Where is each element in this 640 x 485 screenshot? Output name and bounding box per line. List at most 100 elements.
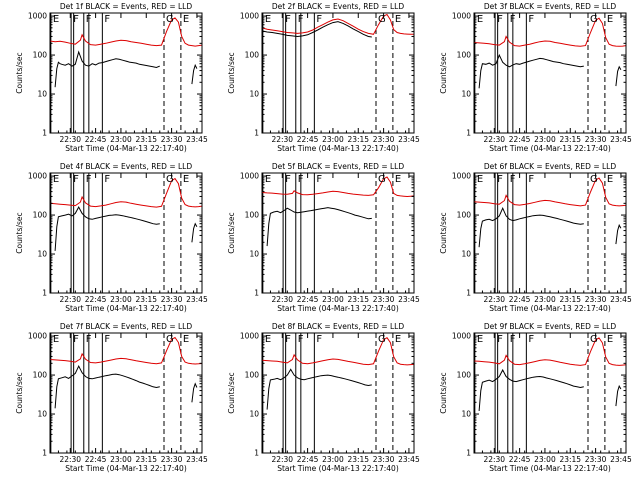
x-tick-label: 23:15 <box>347 455 369 464</box>
marker-label: E <box>265 174 271 185</box>
y-tick-label: 1000 <box>28 332 47 341</box>
y-tick-label: 100 <box>245 371 260 380</box>
y-tick-label: 10 <box>249 250 259 259</box>
x-tick-label: 22:45 <box>297 455 319 464</box>
y-axis-label: Counts/sec <box>439 212 448 253</box>
y-tick-label: 1000 <box>240 332 259 341</box>
plot-area <box>262 333 414 453</box>
events-series-line <box>54 364 160 409</box>
panel-title: Det 8f BLACK = Events, RED = LLD <box>272 322 405 331</box>
marker-label: E <box>607 334 613 345</box>
y-tick-label: 1000 <box>28 172 47 181</box>
x-tick-label: 23:30 <box>161 135 183 144</box>
marker-label: E <box>183 14 189 25</box>
marker-label: F <box>73 334 79 345</box>
lld-series-line <box>50 177 202 208</box>
marker-label: F <box>316 334 322 345</box>
panel-title: Det 2f BLACK = Events, RED = LLD <box>272 2 405 11</box>
marker-label: G <box>378 14 386 25</box>
x-tick-label: 23:15 <box>559 455 581 464</box>
x-axis-label: Start Time (04-Mar-13 22:17:40) <box>489 464 611 473</box>
marker-label: E <box>53 174 59 185</box>
events-series-line <box>54 206 160 251</box>
plot-area <box>262 173 414 293</box>
x-tick-label: 22:45 <box>509 455 531 464</box>
x-tick-label: 22:30 <box>483 455 505 464</box>
y-tick-label: 1000 <box>452 332 471 341</box>
x-axis-label: Start Time (04-Mar-13 22:17:40) <box>489 304 611 313</box>
x-tick-label: 22:45 <box>85 295 107 304</box>
x-tick-label: 22:30 <box>271 135 293 144</box>
y-tick-label: 10 <box>249 90 259 99</box>
x-axis-label: Start Time (04-Mar-13 22:17:40) <box>489 144 611 153</box>
panel-title: Det 1f BLACK = Events, RED = LLD <box>60 2 193 11</box>
plot-area <box>262 13 414 133</box>
events-series-line <box>266 207 372 247</box>
y-tick-label: 10 <box>461 250 471 259</box>
x-tick-label: 22:30 <box>271 295 293 304</box>
x-tick-label: 23:45 <box>186 135 208 144</box>
y-tick-label: 1 <box>254 129 259 138</box>
marker-label: F <box>104 14 110 25</box>
plot-area <box>50 333 202 453</box>
axes-frame <box>473 332 627 454</box>
y-tick-label: 1 <box>254 449 259 458</box>
x-tick-label: 23:45 <box>610 295 632 304</box>
y-tick-label: 100 <box>33 51 48 60</box>
x-tick-label: 23:30 <box>585 295 607 304</box>
marker-label: E <box>477 334 483 345</box>
x-tick-label: 23:00 <box>110 295 132 304</box>
plot-area <box>50 173 202 293</box>
panel-title: Det 4f BLACK = Events, RED = LLD <box>60 162 193 171</box>
x-tick-label: 23:30 <box>161 295 183 304</box>
marker-label: E <box>265 14 271 25</box>
y-tick-label: 1 <box>466 129 471 138</box>
y-tick-label: 1 <box>254 289 259 298</box>
x-tick-label: 23:15 <box>559 295 581 304</box>
x-tick-label: 23:30 <box>161 455 183 464</box>
marker-label: F <box>285 174 291 185</box>
marker-label: G <box>166 174 174 185</box>
y-tick-label: 1 <box>466 289 471 298</box>
x-tick-label: 23:30 <box>585 455 607 464</box>
marker-label: F <box>497 174 503 185</box>
x-tick-label: 22:30 <box>271 455 293 464</box>
marker-label: E <box>53 14 59 25</box>
x-tick-label: 22:45 <box>297 135 319 144</box>
x-tick-label: 23:15 <box>135 135 157 144</box>
marker-label: F <box>497 334 503 345</box>
x-axis-label: Start Time (04-Mar-13 22:17:40) <box>65 304 187 313</box>
y-tick-label: 10 <box>37 250 47 259</box>
y-tick-label: 100 <box>33 211 48 220</box>
lld-series-line <box>474 17 626 47</box>
x-tick-label: 23:45 <box>610 455 632 464</box>
x-tick-label: 23:00 <box>110 455 132 464</box>
plot-area <box>474 173 626 293</box>
x-axis-label: Start Time (04-Mar-13 22:17:40) <box>277 144 399 153</box>
marker-label: E <box>53 334 59 345</box>
marker-label: F <box>298 174 304 185</box>
axes-frame <box>473 12 627 134</box>
marker-label: F <box>285 14 291 25</box>
x-tick-label: 23:00 <box>534 455 556 464</box>
x-tick-label: 22:30 <box>59 295 81 304</box>
x-tick-label: 22:45 <box>85 455 107 464</box>
x-tick-label: 22:45 <box>85 135 107 144</box>
x-tick-label: 22:45 <box>297 295 319 304</box>
x-tick-label: 23:15 <box>135 295 157 304</box>
x-tick-label: 22:30 <box>59 135 81 144</box>
x-tick-label: 23:45 <box>398 295 420 304</box>
y-tick-label: 100 <box>33 371 48 380</box>
x-tick-label: 22:30 <box>59 455 81 464</box>
x-tick-label: 23:00 <box>322 455 344 464</box>
y-axis-label: Counts/sec <box>15 372 24 413</box>
events-series-line <box>478 368 584 411</box>
marker-label: F <box>316 14 322 25</box>
x-tick-label: 23:45 <box>398 135 420 144</box>
marker-label: E <box>395 14 401 25</box>
marker-label: E <box>607 174 613 185</box>
x-tick-label: 23:30 <box>373 135 395 144</box>
